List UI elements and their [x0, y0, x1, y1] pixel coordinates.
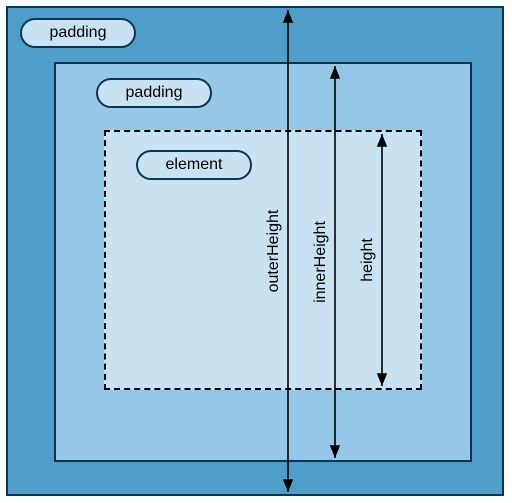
outer-height-label: outerHeight — [264, 191, 284, 311]
height-label: height — [358, 200, 378, 320]
outer-padding-pill: padding — [20, 18, 136, 48]
element-pill: element — [136, 150, 252, 180]
inner-height-label: innerHeight — [311, 202, 331, 322]
middle-padding-pill: padding — [96, 78, 212, 108]
